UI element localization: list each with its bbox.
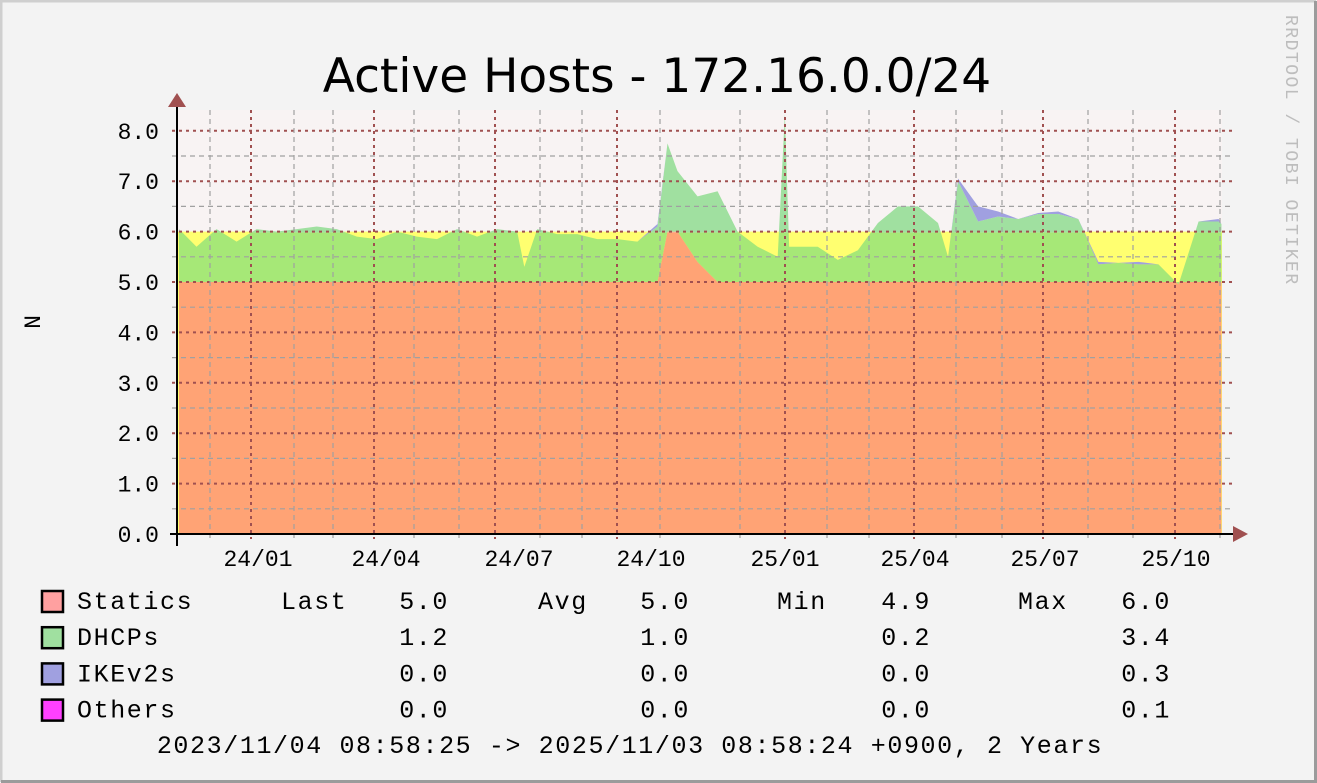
y-axis-arrow-icon (168, 93, 186, 107)
x-tick-label: 25/07 (1010, 547, 1079, 573)
legend-value-avg: 5.0 (640, 588, 690, 617)
grid (172, 110, 1232, 539)
axes (168, 93, 1248, 546)
legend-value-min: 0.2 (881, 624, 931, 653)
watermark: RRDTOOL / TOBI OETIKER (1280, 15, 1300, 286)
y-tick-label: 0.0 (118, 523, 159, 549)
legend-label: Statics (77, 588, 193, 617)
time-range-footer: 2023/11/04 08:58:25 -> 2025/11/03 08:58:… (157, 732, 1103, 761)
legend-label: Others (77, 697, 177, 726)
area-dhcps-upper (179, 114, 1222, 233)
x-tick-label: 25/10 (1141, 547, 1210, 573)
legend-header-min: Min (777, 588, 827, 617)
legend-swatch-statics (40, 589, 65, 614)
legend-header-max: Max (1018, 588, 1068, 617)
y-tick-label: 3.0 (118, 372, 159, 398)
y-tick-labels: 0.0 1.0 2.0 3.0 4.0 5.0 6.0 7.0 8.0 (118, 120, 159, 549)
legend-value-last: 0.0 (399, 660, 449, 689)
area-statics (179, 232, 1222, 534)
legend-value-last: 5.0 (399, 588, 449, 617)
legend-label: IKEv2s (77, 660, 177, 689)
legend-header-last: Last (281, 588, 347, 617)
legend-value-max: 0.3 (1121, 660, 1171, 689)
legend-value-last: 0.0 (399, 697, 449, 726)
y-tick-label: 4.0 (118, 321, 159, 347)
legend-value-avg: 0.0 (640, 697, 690, 726)
y-tick-label: 6.0 (118, 221, 159, 247)
legend-value-avg: 0.0 (640, 660, 690, 689)
x-tick-label: 24/10 (616, 547, 685, 573)
legend-label: DHCPs (77, 624, 160, 653)
legend-value-min: 0.0 (881, 697, 931, 726)
x-tick-label: 24/07 (484, 547, 553, 573)
legend-value-max: 3.4 (1121, 624, 1171, 653)
area-dhcps (179, 232, 1222, 285)
x-tick-label: 25/04 (880, 547, 949, 573)
legend-value-min: 4.9 (881, 588, 931, 617)
y-axis-label: N (21, 315, 47, 329)
x-tick-labels: 24/01 24/04 24/07 24/10 25/01 25/04 25/07 25/10 (223, 547, 1210, 573)
legend-swatch-others (40, 698, 65, 722)
legend-swatch-dhcps (40, 625, 65, 650)
legend-value-avg: 1.0 (640, 624, 690, 653)
legend-swatch-ikev2s (40, 662, 65, 686)
y-tick-label: 5.0 (118, 271, 159, 297)
legend-value-min: 0.0 (881, 660, 931, 689)
legend-value-last: 1.2 (399, 624, 449, 653)
y-tick-label: 1.0 (118, 473, 159, 499)
x-tick-label: 24/01 (223, 547, 292, 573)
legend: Last Avg Min Max Statics 5.0 5.0 4.9 6.0 DHCP… (40, 588, 1171, 726)
series-areas (179, 114, 1222, 534)
x-tick-label: 25/01 (750, 547, 819, 573)
legend-value-max: 6.0 (1121, 588, 1171, 617)
legend-header-avg: Avg (538, 588, 588, 617)
chart-title: Active Hosts - 172.16.0.0/24 (323, 49, 991, 104)
y-tick-label: 8.0 (118, 120, 159, 146)
legend-value-max: 0.1 (1121, 697, 1171, 726)
x-axis-arrow-icon (1233, 526, 1248, 542)
y-tick-label: 2.0 (118, 422, 159, 448)
y-tick-label: 7.0 (118, 170, 159, 196)
x-tick-label: 24/04 (351, 547, 420, 573)
